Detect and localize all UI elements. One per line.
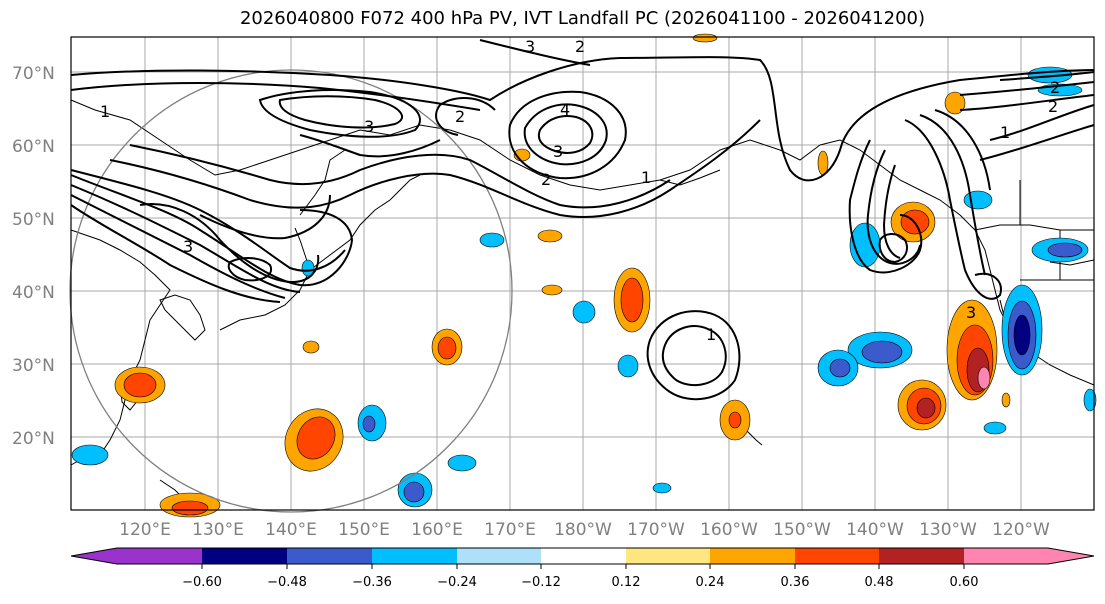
map-title: 2026040800 F072 400 hPa PV, IVT Landfall… [239, 8, 926, 29]
lon-label: 130°E [192, 520, 244, 540]
contour-label: 1 [706, 325, 716, 344]
colorbar-tick-label: 0.36 [781, 575, 810, 590]
lon-label: 180°W [554, 520, 612, 540]
lon-label: 130°W [919, 520, 977, 540]
contour-label: 2 [1048, 97, 1058, 116]
colorbar-segment [1048, 548, 1094, 564]
colorbar-tick-label: −0.36 [352, 575, 392, 590]
pv-negative-anomalies [71, 66, 1097, 508]
colorbar-segment [626, 548, 710, 564]
lat-label: 40°N [12, 283, 55, 303]
contour-label: 1 [641, 168, 651, 187]
contour-label: 1 [100, 102, 110, 121]
lon-label: 120°E [119, 520, 171, 540]
colorbar-tick-label: 0.12 [612, 575, 641, 590]
colorbar-tick-label: −0.12 [521, 575, 561, 590]
colorbar-segment [795, 548, 879, 564]
colorbar-tick-label: −0.48 [267, 575, 307, 590]
lon-label: 170°E [484, 520, 536, 540]
contour-label: 2 [575, 37, 585, 56]
lat-label: 30°N [12, 356, 55, 376]
contour-label: 3 [966, 303, 976, 322]
latitude-labels: 70°N 60°N 50°N 40°N 30°N 20°N [12, 64, 55, 449]
lon-label: 140°E [265, 520, 317, 540]
map-frame [70, 36, 1095, 511]
landfall-radius-circle [69, 69, 513, 513]
lat-label: 50°N [12, 210, 55, 230]
colorbar-segment [287, 548, 372, 564]
colorbar-segment [71, 548, 117, 564]
lon-label: 150°E [338, 520, 390, 540]
colorbar-segment [457, 548, 541, 564]
colorbar-tick-label: 0.60 [950, 575, 979, 590]
colorbar-segment [117, 548, 202, 564]
contour-label: 4 [560, 100, 570, 119]
contour-label-group: 1 3 2 3 4 3 2 2 1 3 2 2 1 1 3 [100, 37, 1060, 344]
colorbar-segment [879, 548, 964, 564]
lon-label: 140°W [846, 520, 904, 540]
colorbar-segment [372, 548, 457, 564]
lat-label: 70°N [12, 64, 55, 84]
lat-label: 60°N [12, 137, 55, 157]
colorbar-tick-label: 0.48 [865, 575, 894, 590]
colorbar-tick-label: −0.60 [182, 575, 222, 590]
lat-label: 20°N [12, 429, 55, 449]
colorbar-segment [541, 548, 626, 564]
contour-label: 3 [364, 117, 374, 136]
pv-contours [70, 39, 1095, 401]
colorbar-segment [964, 548, 1048, 564]
lon-label: 160°W [700, 520, 758, 540]
contour-label: 3 [553, 142, 563, 161]
colorbar-segment [710, 548, 795, 564]
contour-label: 1 [1000, 123, 1010, 142]
longitude-labels: 120°E 130°E 140°E 150°E 160°E 170°E 180°… [119, 520, 1050, 540]
contour-label: 3 [183, 237, 193, 256]
lon-label: 150°W [773, 520, 831, 540]
colorbar-segment [202, 548, 287, 564]
lon-label: 170°W [627, 520, 685, 540]
lon-label: 160°E [411, 520, 463, 540]
contour-label: 2 [455, 107, 465, 126]
colorbar-tick-label: 0.24 [696, 575, 725, 590]
contour-label: 2 [541, 170, 551, 189]
lon-label: 120°W [992, 520, 1050, 540]
colorbar: −0.60 −0.48 −0.36 −0.24 −0.12 0.12 0.24 … [70, 547, 1095, 590]
contour-label: 2 [1050, 78, 1060, 97]
contour-label: 3 [525, 37, 535, 56]
colorbar-tick-label: −0.24 [437, 575, 477, 590]
